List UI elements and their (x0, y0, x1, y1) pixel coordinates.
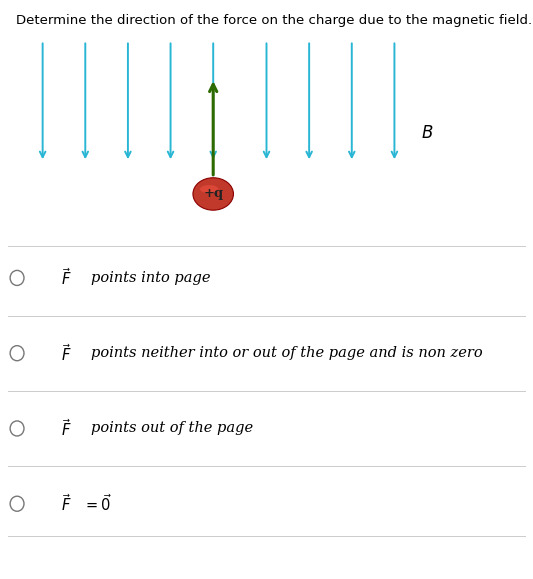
Text: points out of the page: points out of the page (91, 422, 253, 435)
Ellipse shape (200, 185, 219, 193)
Ellipse shape (193, 178, 233, 210)
Circle shape (10, 270, 24, 285)
Circle shape (10, 421, 24, 436)
Text: $\vec{F}$: $\vec{F}$ (61, 343, 72, 364)
Text: $\vec{F}$: $\vec{F}$ (61, 267, 72, 288)
Text: Determine the direction of the force on the charge due to the magnetic field.: Determine the direction of the force on … (16, 14, 532, 27)
Text: points neither into or out of the page and is non zero: points neither into or out of the page a… (91, 346, 482, 360)
Text: $B$: $B$ (421, 124, 433, 142)
Text: $\vec{F}$: $\vec{F}$ (61, 493, 72, 514)
Text: $\vec{F}$: $\vec{F}$ (61, 418, 72, 439)
Text: points into page: points into page (91, 271, 210, 285)
Circle shape (10, 346, 24, 361)
Text: +q: +q (203, 188, 223, 200)
Circle shape (10, 496, 24, 511)
Text: $= \vec{0}$: $= \vec{0}$ (83, 493, 111, 514)
